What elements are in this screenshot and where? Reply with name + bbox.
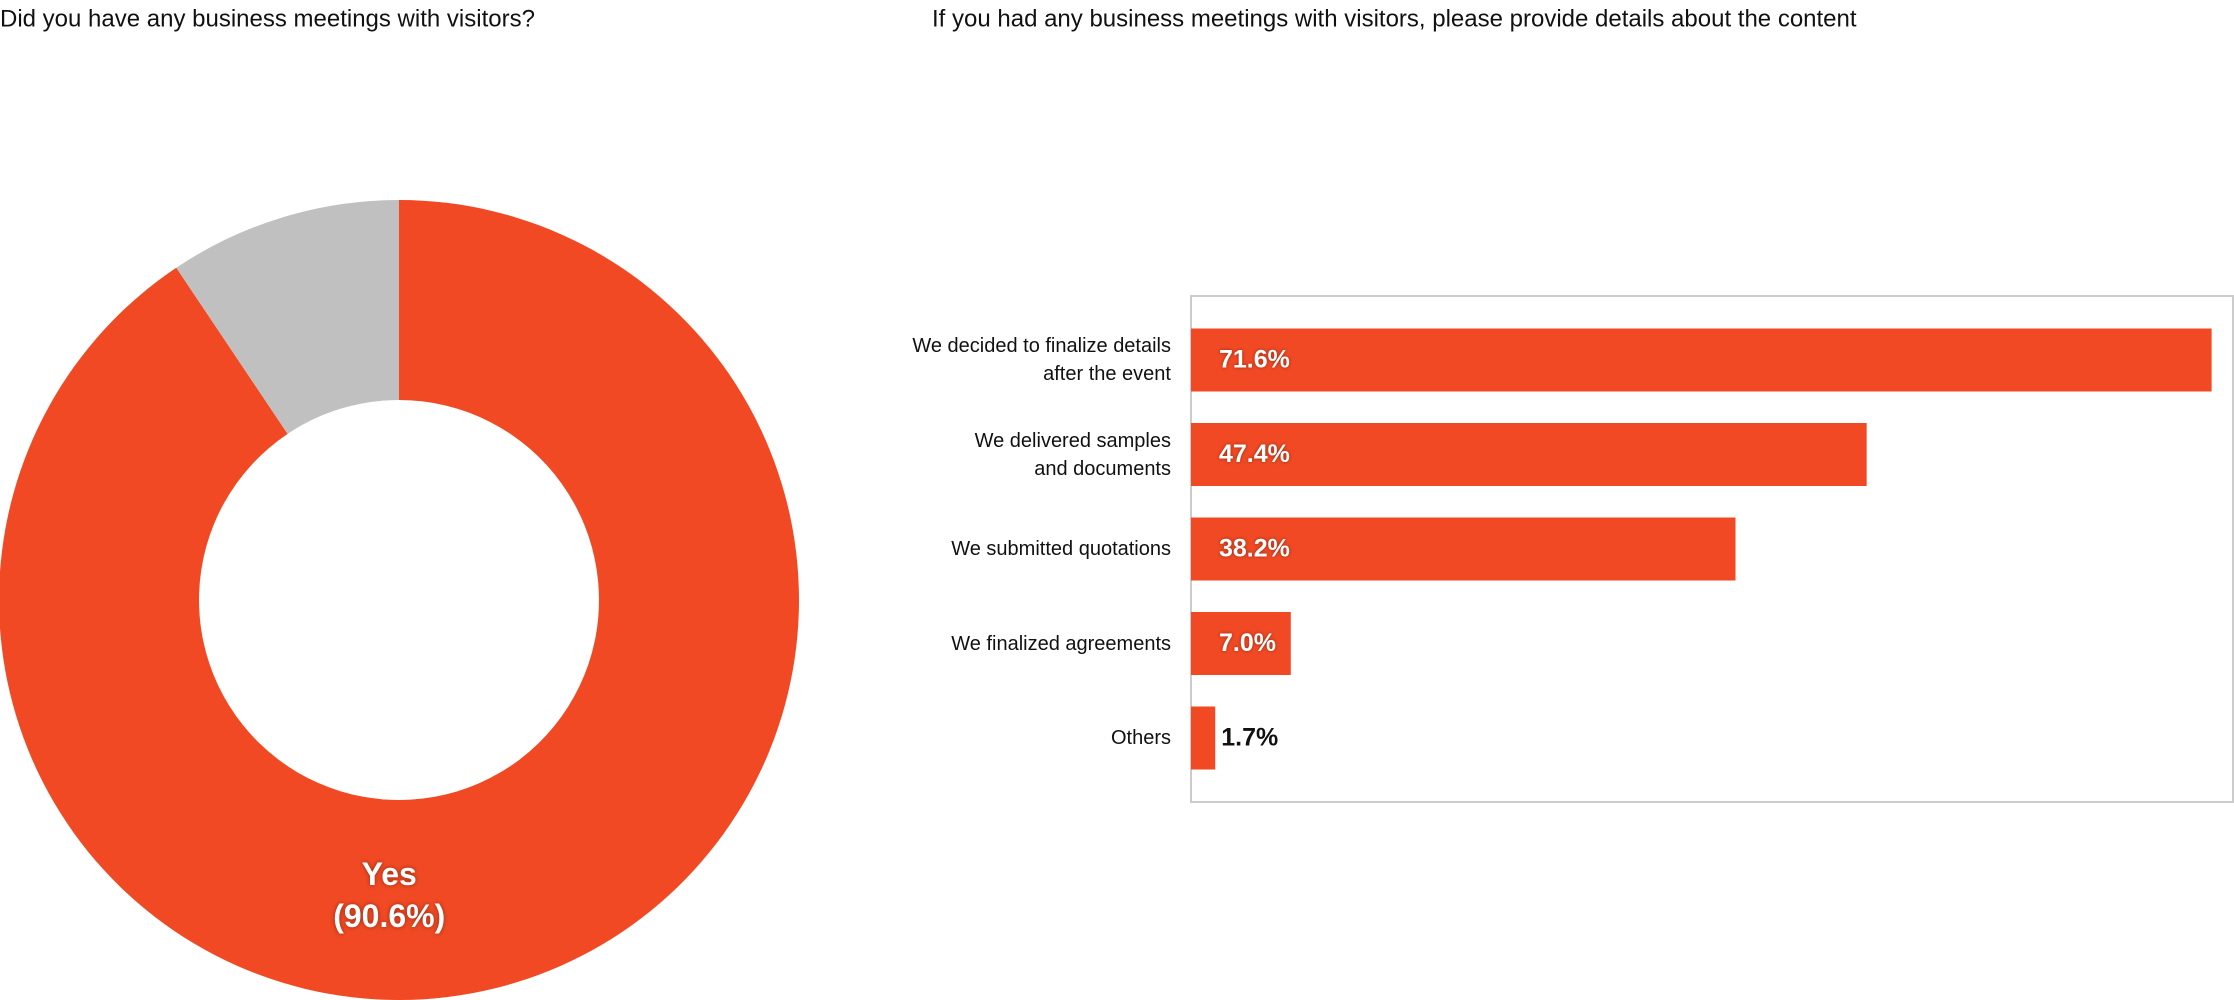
bar bbox=[1191, 706, 1216, 770]
y-tick-label: We finalized agreements bbox=[951, 632, 1171, 655]
bar-value-label: 7.0% bbox=[1219, 629, 1276, 657]
slice-label: Yes bbox=[362, 856, 417, 892]
donut-slice bbox=[0, 200, 799, 1000]
y-tick-label: We submitted quotations bbox=[951, 538, 1171, 560]
bar-value-label: 38.2% bbox=[1219, 535, 1290, 563]
slice-value-label: (90.6%) bbox=[333, 898, 445, 934]
y-tick-label: We decided to finalize details after the… bbox=[912, 335, 1171, 385]
chart-title: If you had any business meetings with vi… bbox=[932, 5, 1857, 32]
y-tick-label: Others bbox=[1110, 727, 1171, 749]
donut-slice bbox=[176, 200, 399, 434]
y-tick-label: We delivered samples and documents bbox=[974, 429, 1171, 480]
bar-value-label: 71.6% bbox=[1219, 346, 1290, 374]
bar bbox=[1191, 612, 1291, 675]
bar bbox=[1191, 423, 1867, 486]
bar bbox=[1191, 517, 1736, 581]
chart-title: Did you have any business meetings with … bbox=[0, 5, 535, 32]
bar-value-label: 1.7% bbox=[1221, 724, 1278, 752]
bar-value-label: 47.4% bbox=[1219, 440, 1290, 468]
bar bbox=[1191, 328, 2212, 392]
